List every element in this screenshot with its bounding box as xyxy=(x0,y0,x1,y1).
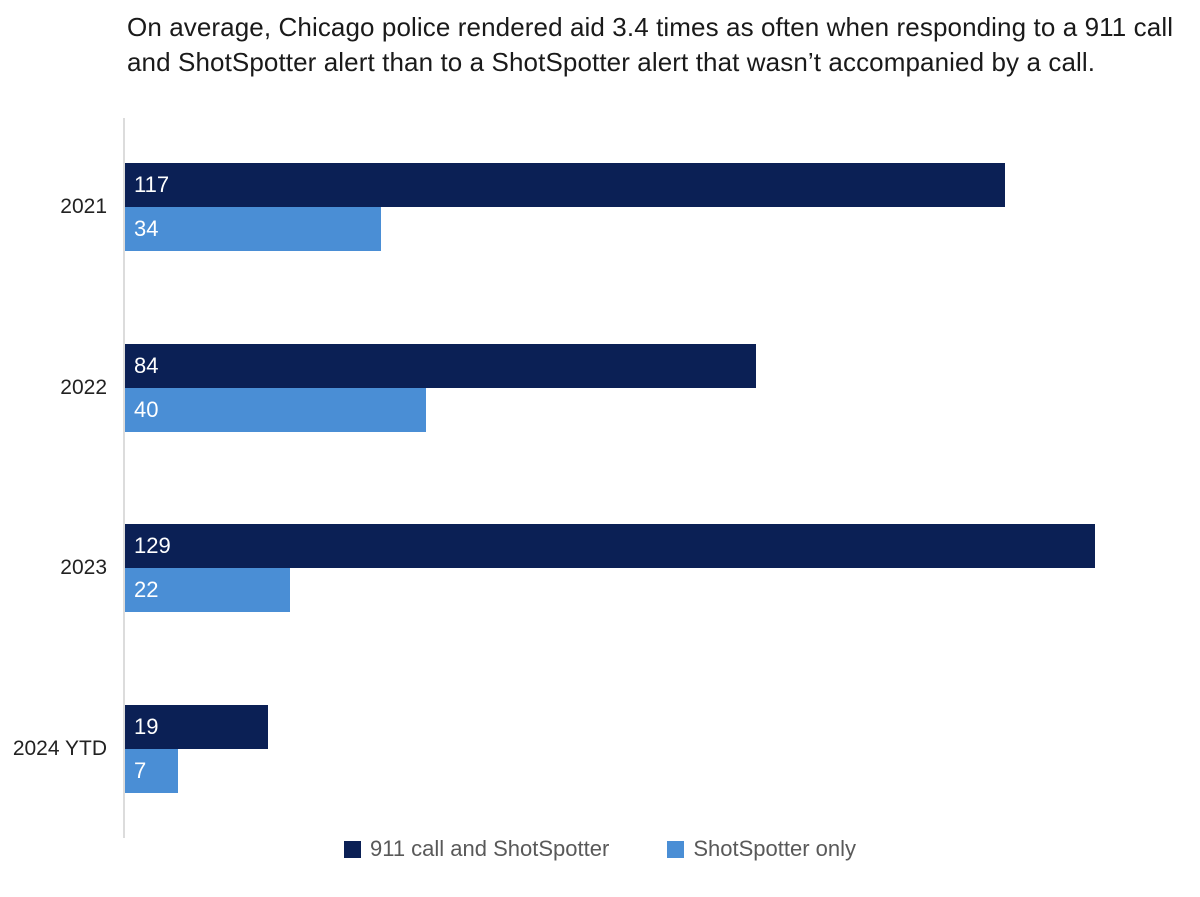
y-axis-line xyxy=(123,118,125,838)
bar-shotspotter-only: 7 xyxy=(125,749,178,793)
category-label: 2022 xyxy=(60,376,107,399)
legend-item-shotspotter-only: ShotSpotter only xyxy=(667,836,856,862)
bar-shotspotter-only: 40 xyxy=(125,388,426,432)
bar-value-label: 129 xyxy=(134,533,171,558)
bar-group-2021: 2021 117 34 xyxy=(0,163,1200,251)
legend-swatch-blue-icon xyxy=(667,840,685,858)
bar-shotspotter-only: 22 xyxy=(125,568,291,612)
bar-value-label: 84 xyxy=(134,353,159,378)
legend-label: 911 call and ShotSpotter xyxy=(370,836,610,861)
bar-value-label: 34 xyxy=(134,216,159,241)
category-label: 2023 xyxy=(60,556,107,579)
bar-911-and-shotspotter: 117 xyxy=(125,163,1005,207)
bar-value-label: 40 xyxy=(134,397,159,422)
legend-swatch-navy-icon xyxy=(344,840,361,858)
bar-value-label: 19 xyxy=(134,714,159,739)
bar-group-2023: 2023 129 22 xyxy=(0,524,1200,612)
bar-pair: 117 34 xyxy=(125,163,1200,251)
bar-group-2024-ytd: 2024 YTD 19 7 xyxy=(0,705,1200,793)
bar-pair: 84 40 xyxy=(125,344,1200,432)
category-label: 2021 xyxy=(60,195,107,218)
bar-911-and-shotspotter: 84 xyxy=(125,344,757,388)
chart-title: On average, Chicago police rendered aid … xyxy=(127,12,1174,77)
plot-area: 2021 117 34 2022 84 40 xyxy=(0,118,1200,838)
bar-pair: 19 7 xyxy=(125,705,1200,793)
bar-pair: 129 22 xyxy=(125,524,1200,612)
legend-label: ShotSpotter only xyxy=(693,836,856,861)
bar-shotspotter-only: 34 xyxy=(125,207,381,251)
legend: 911 call and ShotSpotter ShotSpotter onl… xyxy=(0,836,1200,862)
bar-911-and-shotspotter: 129 xyxy=(125,524,1095,568)
bar-value-label: 22 xyxy=(134,577,159,602)
bar-value-label: 117 xyxy=(134,172,170,197)
bar-group-2022: 2022 84 40 xyxy=(0,344,1200,432)
bar-value-label: 7 xyxy=(134,758,147,783)
bar-911-and-shotspotter: 19 xyxy=(125,705,268,749)
legend-item-911-and-shotspotter: 911 call and ShotSpotter xyxy=(344,836,609,862)
category-label: 2024 YTD xyxy=(12,737,107,760)
